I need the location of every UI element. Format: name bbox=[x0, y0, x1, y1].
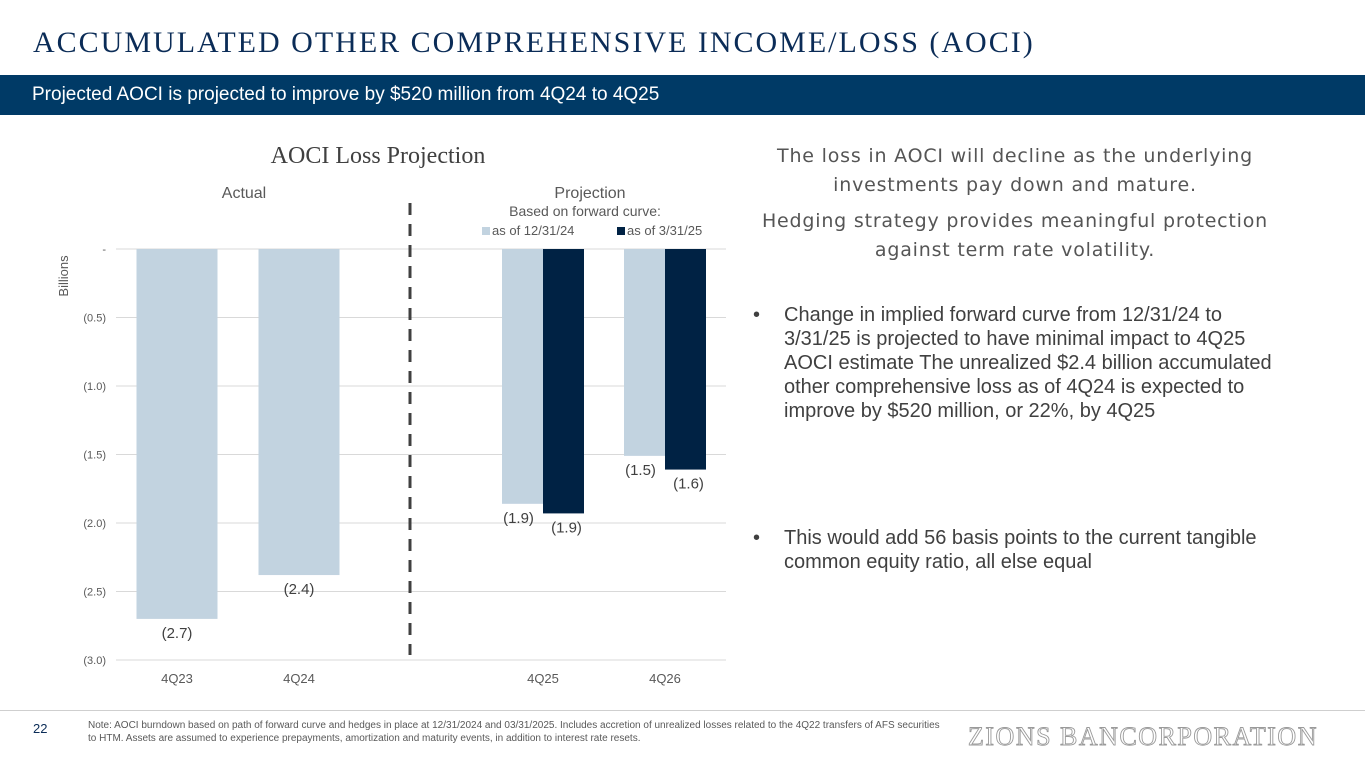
chart-title: AOCI Loss Projection bbox=[270, 143, 486, 169]
bullet-marker: • bbox=[753, 304, 761, 326]
subtitle-banner: Projected AOCI is projected to improve b… bbox=[0, 75, 1365, 115]
legend-label: as of 3/31/25 bbox=[627, 223, 702, 238]
legend-swatch bbox=[482, 227, 490, 235]
y-tick-label: (1.5) bbox=[83, 450, 106, 462]
bullet-marker: • bbox=[753, 527, 761, 549]
legend-label: as of 12/31/24 bbox=[492, 223, 574, 238]
bullet-text: This would add 56 basis points to the cu… bbox=[784, 527, 1257, 573]
y-tick-label: (2.5) bbox=[83, 587, 106, 599]
section-label-projection: Projection bbox=[554, 185, 625, 202]
y-tick-label: (3.0) bbox=[83, 655, 106, 667]
page-title: ACCUMULATED OTHER COMPREHENSIVE INCOME/L… bbox=[33, 26, 1035, 59]
data-label: (2.4) bbox=[284, 581, 315, 598]
y-tick-label: (1.0) bbox=[83, 381, 106, 393]
x-tick-label: 4Q26 bbox=[649, 671, 681, 686]
y-axis-title: Billions bbox=[56, 255, 71, 297]
data-label: (1.9) bbox=[551, 519, 582, 536]
y-tick-label: - bbox=[102, 244, 106, 256]
bar-projection bbox=[624, 249, 665, 456]
data-label: (1.6) bbox=[673, 476, 704, 493]
legend-swatch bbox=[617, 227, 625, 235]
bar-projection bbox=[665, 249, 706, 470]
subtitle-text: Projected AOCI is projected to improve b… bbox=[32, 84, 660, 105]
section-label-actual: Actual bbox=[222, 185, 266, 202]
bar-actual bbox=[258, 249, 340, 576]
data-label: (2.7) bbox=[162, 625, 193, 642]
panel-headline: The loss in AOCI will decline as the und… bbox=[777, 145, 1253, 196]
data-label: (1.9) bbox=[503, 510, 534, 527]
page-number: 22 bbox=[33, 721, 48, 736]
legend-title: Based on forward curve: bbox=[509, 203, 661, 219]
bar-actual bbox=[136, 249, 218, 619]
aoci-bar-chart: - (0.5) (1.0) (1.5) (2.0) (2.5) (3.0) Billions A… bbox=[56, 185, 726, 686]
x-tick-label: 4Q25 bbox=[527, 671, 559, 686]
x-tick-label: 4Q23 bbox=[161, 671, 193, 686]
x-tick-label: 4Q24 bbox=[283, 671, 315, 686]
company-logo: ZIONS BANCORPORATION bbox=[968, 722, 1318, 752]
panel-subheadline: Hedging strategy provides meaningful pro… bbox=[761, 210, 1269, 261]
bar-projection bbox=[502, 249, 543, 504]
bullet-text: Change in implied forward curve from 12/… bbox=[784, 304, 1272, 422]
y-tick-label: (0.5) bbox=[83, 313, 106, 325]
data-label: (1.5) bbox=[625, 462, 656, 479]
y-tick-label: (2.0) bbox=[83, 518, 106, 530]
footer-divider bbox=[0, 710, 1365, 711]
bar-projection bbox=[543, 249, 584, 514]
right-panel: The loss in AOCI will decline as the und… bbox=[745, 142, 1285, 573]
footnote: Note: AOCI burndown based on path of for… bbox=[88, 720, 940, 744]
